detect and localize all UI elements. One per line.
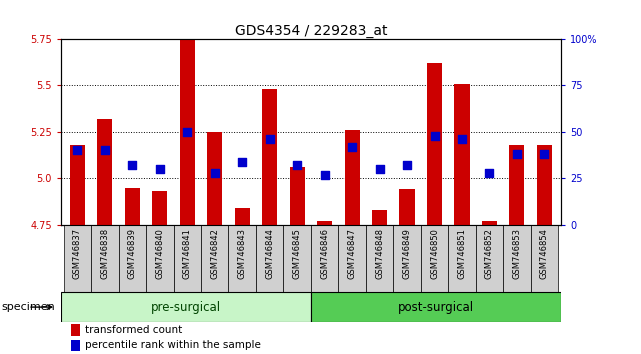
Point: [100, 148, 110, 153]
Text: GSM746849: GSM746849: [403, 228, 412, 279]
Bar: [63, 225, 91, 292]
Title: GDS4354 / 229283_at: GDS4354 / 229283_at: [235, 24, 387, 38]
Bar: [207, 132, 222, 225]
Bar: [399, 189, 415, 225]
Bar: [235, 208, 250, 225]
Point: [539, 151, 549, 157]
Point: [210, 170, 220, 176]
Bar: [476, 225, 503, 292]
Point: [265, 136, 275, 142]
Bar: [311, 225, 338, 292]
Text: post-surgical: post-surgical: [398, 301, 474, 314]
Bar: [531, 225, 558, 292]
Bar: [366, 225, 394, 292]
Text: GSM746842: GSM746842: [210, 228, 219, 279]
Bar: [71, 324, 80, 336]
Bar: [283, 225, 311, 292]
Bar: [146, 225, 174, 292]
Bar: [317, 221, 332, 225]
Bar: [91, 225, 119, 292]
Text: transformed count: transformed count: [85, 325, 182, 335]
Text: specimen: specimen: [1, 302, 55, 312]
Point: [347, 144, 357, 149]
Bar: [427, 63, 442, 225]
Bar: [97, 119, 112, 225]
Text: GSM746845: GSM746845: [293, 228, 302, 279]
Bar: [228, 225, 256, 292]
Bar: [70, 145, 85, 225]
Bar: [125, 188, 140, 225]
Bar: [394, 225, 420, 292]
Bar: [372, 210, 387, 225]
Bar: [119, 225, 146, 292]
Text: GSM746847: GSM746847: [347, 228, 356, 279]
Point: [374, 166, 385, 172]
Bar: [537, 145, 552, 225]
Bar: [454, 84, 469, 225]
Bar: [179, 39, 195, 225]
Point: [72, 148, 83, 153]
Text: GSM746843: GSM746843: [238, 228, 247, 279]
Bar: [338, 225, 366, 292]
Bar: [503, 225, 531, 292]
Text: GSM746852: GSM746852: [485, 228, 494, 279]
Bar: [448, 225, 476, 292]
Point: [154, 166, 165, 172]
Text: GSM746846: GSM746846: [320, 228, 329, 279]
Point: [182, 129, 192, 135]
Bar: [256, 225, 283, 292]
Point: [237, 159, 247, 164]
Point: [485, 170, 495, 176]
Bar: [201, 225, 228, 292]
Bar: [510, 145, 524, 225]
Text: GSM746848: GSM746848: [375, 228, 384, 279]
Bar: [311, 292, 561, 322]
Text: GSM746837: GSM746837: [73, 228, 82, 279]
Point: [292, 162, 303, 168]
Point: [457, 136, 467, 142]
Text: GSM746841: GSM746841: [183, 228, 192, 279]
Point: [319, 172, 329, 177]
Text: pre-surgical: pre-surgical: [151, 301, 221, 314]
Text: GSM746839: GSM746839: [128, 228, 137, 279]
Bar: [420, 225, 448, 292]
Bar: [345, 130, 360, 225]
Bar: [153, 191, 167, 225]
Text: GSM746853: GSM746853: [512, 228, 521, 279]
Bar: [174, 225, 201, 292]
Point: [127, 162, 137, 168]
Text: GSM746838: GSM746838: [101, 228, 110, 279]
Bar: [71, 340, 80, 351]
Text: GSM746844: GSM746844: [265, 228, 274, 279]
Bar: [61, 292, 311, 322]
Bar: [482, 221, 497, 225]
Point: [512, 151, 522, 157]
Text: percentile rank within the sample: percentile rank within the sample: [85, 340, 261, 350]
Bar: [262, 89, 277, 225]
Text: GSM746851: GSM746851: [458, 228, 467, 279]
Text: GSM746850: GSM746850: [430, 228, 439, 279]
Text: GSM746840: GSM746840: [155, 228, 164, 279]
Point: [429, 133, 440, 138]
Point: [402, 162, 412, 168]
Bar: [290, 167, 304, 225]
Text: GSM746854: GSM746854: [540, 228, 549, 279]
